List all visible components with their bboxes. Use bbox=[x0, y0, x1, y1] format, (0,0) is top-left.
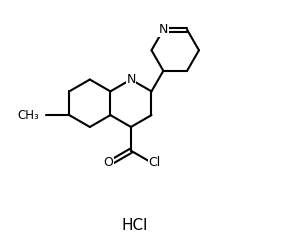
Text: O: O bbox=[103, 156, 113, 169]
Text: CH₃: CH₃ bbox=[18, 109, 40, 122]
Text: N: N bbox=[126, 73, 136, 86]
Text: N: N bbox=[159, 23, 168, 36]
Text: HCl: HCl bbox=[122, 218, 148, 233]
Text: Cl: Cl bbox=[148, 156, 161, 169]
